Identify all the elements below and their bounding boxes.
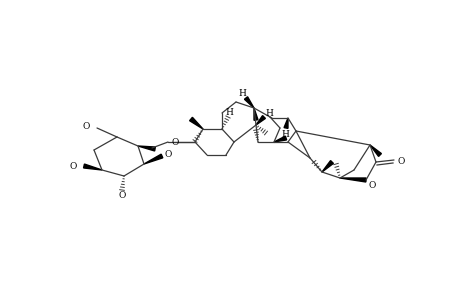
Text: O: O <box>368 181 375 190</box>
Polygon shape <box>144 154 162 164</box>
Text: O: O <box>172 137 179 146</box>
Text: O: O <box>69 161 77 170</box>
Polygon shape <box>256 116 265 125</box>
Polygon shape <box>253 108 257 120</box>
Text: H: H <box>238 88 246 98</box>
Text: O: O <box>397 157 404 166</box>
Text: H: H <box>264 109 272 118</box>
Polygon shape <box>339 178 365 182</box>
Text: H: H <box>280 130 288 139</box>
Text: O: O <box>118 191 125 200</box>
Text: H: H <box>224 107 232 116</box>
Text: O: O <box>83 122 90 130</box>
Polygon shape <box>138 146 155 151</box>
Polygon shape <box>321 160 333 172</box>
Polygon shape <box>244 97 253 108</box>
Polygon shape <box>283 118 287 128</box>
Polygon shape <box>84 164 102 170</box>
Polygon shape <box>189 117 202 129</box>
Text: O: O <box>164 149 171 158</box>
Polygon shape <box>274 136 286 142</box>
Polygon shape <box>369 145 381 156</box>
